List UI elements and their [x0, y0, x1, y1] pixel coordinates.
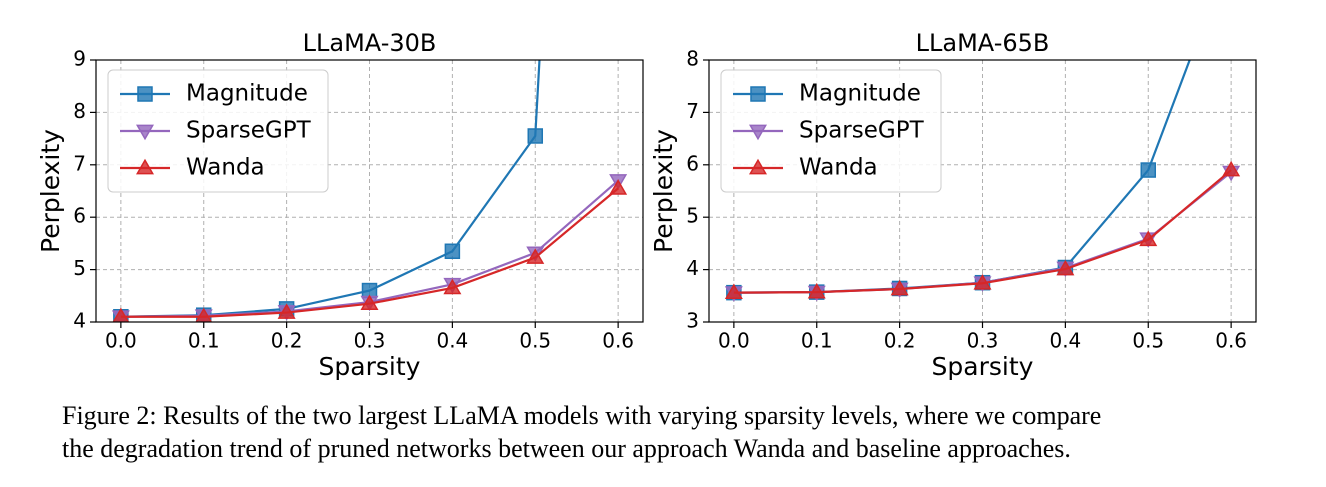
x-axis-label: Sparsity	[932, 352, 1034, 381]
chart-title: LLaMA-65B	[916, 29, 1050, 57]
legend-label: SparseGPT	[186, 118, 312, 144]
x-tick-label: 0.0	[718, 329, 750, 353]
x-tick-label: 0.3	[354, 329, 386, 353]
y-tick-label: 5	[686, 204, 699, 228]
legend-marker	[750, 86, 766, 102]
chart: LLaMA-30B Sparsity Perplexity 4 5 6 7 8 9 0.0 0.1 0…	[36, 29, 644, 381]
data-point	[609, 179, 628, 195]
x-tick-label: 0.4	[1049, 329, 1081, 353]
legend-box	[107, 69, 329, 193]
legend-marker	[135, 124, 155, 141]
legend-marker	[748, 158, 768, 175]
data-point	[443, 278, 462, 295]
y-tick-label: 9	[73, 47, 86, 71]
legend-marker	[137, 86, 153, 102]
x-tick-label: 0.1	[188, 329, 220, 353]
y-tick-label: 4	[686, 256, 699, 280]
legend-label: Wanda	[799, 155, 878, 181]
data-point	[973, 274, 992, 290]
chart: LLaMA-65B Sparsity Perplexity 3 4 5 6 7 8 0.0 0.1 0…	[649, 29, 1257, 381]
data-point	[112, 307, 130, 322]
plot-area	[111, 60, 628, 322]
y-tick-label: 6	[686, 151, 699, 175]
legend-label: Magnitude	[186, 81, 308, 107]
y-tick-label: 4	[73, 309, 86, 333]
x-tick-label: 0.2	[884, 329, 916, 353]
x-tick-label: 0.0	[105, 329, 137, 353]
y-axis-label: Perplexity	[649, 129, 678, 253]
data-point	[890, 279, 909, 296]
y-tick-label: 7	[686, 99, 699, 123]
axes-frame	[95, 59, 644, 323]
data-point	[277, 303, 296, 319]
legend-label: SparseGPT	[799, 118, 925, 144]
x-tick-label: 0.5	[1132, 329, 1164, 353]
x-tick-label: 0.6	[1215, 329, 1247, 353]
data-point	[527, 128, 544, 144]
data-point	[195, 307, 213, 322]
data-point	[724, 283, 743, 300]
y-axis-label: Perplexity	[36, 129, 65, 253]
legend-marker	[748, 124, 768, 141]
legend-label: Magnitude	[799, 81, 921, 107]
legend-box	[720, 69, 942, 193]
x-tick-label: 0.1	[801, 329, 833, 353]
x-tick-label: 0.4	[436, 329, 468, 353]
x-tick-label: 0.6	[602, 329, 634, 353]
caption-line: Figure 2: Results of the two largest LLa…	[62, 401, 1101, 430]
data-point	[1139, 230, 1158, 247]
plot-area	[724, 60, 1241, 302]
data-point	[444, 243, 461, 260]
legend-label: Wanda	[186, 155, 265, 181]
y-tick-label: 5	[73, 256, 86, 280]
data-point	[360, 294, 379, 311]
data-point	[526, 248, 545, 264]
data-point	[1056, 259, 1075, 276]
y-tick-label: 8	[686, 47, 699, 71]
chart-title: LLaMA-30B	[303, 29, 437, 57]
data-point	[807, 282, 826, 299]
y-tick-label: 3	[686, 309, 699, 333]
x-tick-label: 0.3	[967, 329, 999, 353]
y-tick-label: 8	[73, 99, 86, 123]
y-tick-label: 6	[73, 204, 86, 228]
data-point	[1140, 162, 1157, 178]
x-tick-label: 0.5	[519, 329, 551, 353]
legend-marker	[135, 158, 155, 175]
caption-line: the degradation trend of pruned networks…	[62, 434, 1071, 463]
axes-frame	[708, 59, 1257, 323]
x-axis-label: Sparsity	[319, 352, 421, 381]
x-tick-label: 0.2	[271, 329, 303, 353]
y-tick-label: 7	[73, 151, 86, 175]
data-point	[1222, 160, 1241, 177]
